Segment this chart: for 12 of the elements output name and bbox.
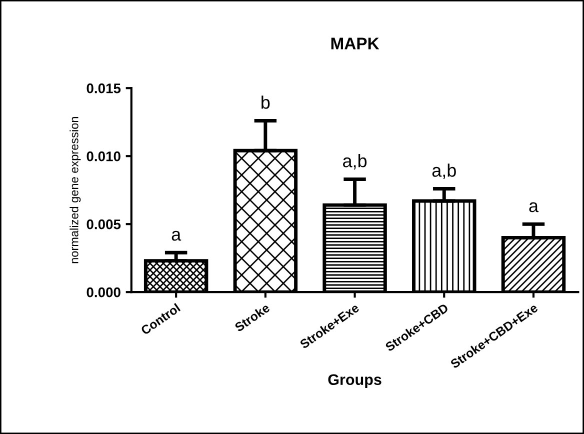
- y-tick-label: 0.005: [86, 219, 121, 230]
- y-tick-label: 0.015: [86, 83, 121, 94]
- annotation: a,b: [432, 164, 456, 179]
- y-axis-title: normalized gene expression: [70, 117, 81, 264]
- annotation: b: [262, 96, 270, 109]
- chart-title: MAPK: [331, 38, 380, 50]
- annotation: a: [529, 202, 539, 212]
- y-tick-label: 0.010: [86, 151, 120, 162]
- x-axis-title: Groups: [328, 374, 382, 388]
- annotation: a,b: [343, 154, 367, 170]
- y-tick-label: 0.000: [86, 287, 120, 298]
- annotation: a: [172, 230, 182, 241]
